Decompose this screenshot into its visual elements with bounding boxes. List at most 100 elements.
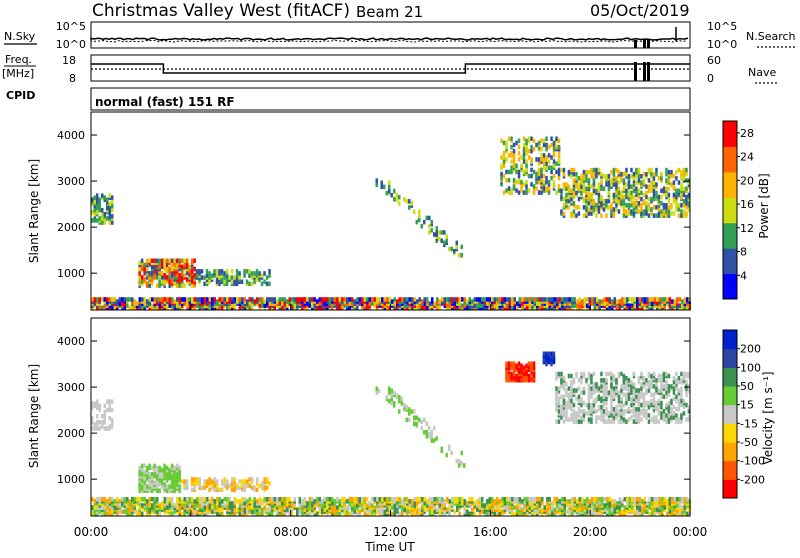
cell-p0-r6 — [371, 297, 374, 302]
cell-p1-r7 — [533, 509, 536, 514]
cell-p0-r6 — [608, 297, 611, 302]
cell-p0-r6 — [358, 297, 361, 302]
cell-p1-r6 — [675, 407, 678, 412]
cell-p1-r7 — [546, 501, 549, 506]
cell-p1-r2 — [238, 479, 241, 484]
cell-p0-r6 — [573, 297, 576, 302]
cell-p0-r1 — [183, 273, 186, 278]
cell-p1-r7 — [293, 497, 296, 502]
cell-p1-r6 — [632, 409, 636, 414]
cell-p0-r6 — [221, 305, 224, 310]
cell-p0-r5 — [562, 203, 566, 208]
cell-p1-r6 — [605, 396, 608, 402]
cell-p0-r6 — [181, 297, 184, 302]
cell-p0-r5 — [632, 207, 636, 212]
cell-p1-r7 — [666, 499, 669, 504]
cell-p1-r7 — [171, 497, 174, 502]
cell-p0-r2 — [263, 279, 266, 284]
cell-p0-r6 — [443, 297, 446, 302]
cell-p0-r5 — [675, 176, 678, 181]
cell-p1-r6 — [620, 388, 623, 393]
cell-p1-r1 — [178, 478, 181, 483]
cell-p1-r7 — [563, 497, 566, 502]
cell-p0-r5 — [567, 194, 571, 200]
cell-p0-r0 — [108, 210, 111, 215]
cell-p1-r6 — [572, 409, 576, 414]
cell-p1-r7 — [541, 507, 544, 512]
cell-p0-r6 — [383, 297, 386, 302]
cell-p0-r1 — [160, 262, 164, 268]
cell-p1-r6 — [640, 417, 643, 422]
nsearch-label: N.Search — [746, 30, 796, 43]
cell-p1-r7 — [203, 505, 206, 510]
cell-p0-r6 — [381, 297, 384, 302]
frequency-panel: Freq. [MHz] 18 8 60 0 Nave — [2, 53, 777, 85]
cell-p0-r6 — [458, 297, 461, 302]
cell-p0-r5 — [567, 169, 571, 175]
cell-p1-r7 — [673, 497, 676, 502]
cell-p0-r5 — [612, 172, 616, 177]
cell-p1-r7 — [223, 497, 226, 502]
cell-p1-r7 — [446, 507, 449, 512]
cell-p0-r5 — [600, 186, 603, 191]
cell-p0-r6 — [368, 297, 371, 302]
cpid-value: normal (fast) 151 RF — [95, 95, 235, 109]
cell-p1-r0 — [108, 424, 111, 429]
cell-p1-r7 — [491, 501, 494, 506]
cell-p1-r7 — [638, 511, 641, 516]
cell-p0-r6 — [293, 297, 296, 302]
cell-p0-r6 — [401, 297, 404, 302]
cell-p0-r6 — [501, 297, 504, 302]
cell-p1-r6 — [657, 419, 661, 424]
cell-p1-r6 — [672, 390, 676, 395]
cell-p0-r6 — [248, 297, 251, 302]
cell-p1-r7 — [686, 511, 689, 516]
cell-p0-r6 — [333, 297, 336, 302]
cell-p1-r7 — [106, 511, 109, 516]
cell-p0-r6 — [338, 297, 341, 302]
cell-p1-r6 — [650, 417, 653, 422]
cell-p0-r6 — [293, 303, 296, 308]
cell-p1-r7 — [273, 497, 276, 502]
cell-p1-r6 — [560, 371, 563, 377]
cell-p0-r5 — [635, 186, 638, 191]
cell-p0-r6 — [376, 297, 379, 302]
cell-p0-r4 — [545, 142, 548, 148]
cell-p0-r4 — [532, 169, 536, 175]
cell-p0-r0 — [101, 220, 104, 225]
cell-p1-r1 — [165, 465, 169, 471]
cell-p0-r6 — [141, 297, 144, 302]
cell-p1-r7 — [478, 497, 481, 502]
cell-p1-r6 — [635, 394, 638, 399]
cell-p0-r6 — [683, 297, 686, 302]
cell-p1-r7 — [153, 497, 156, 502]
xtick-label-6: 00:00 — [673, 525, 708, 539]
cell-p1-r7 — [353, 505, 356, 510]
cell-p1-r7 — [346, 505, 349, 510]
cell-p1-r7 — [651, 507, 654, 512]
cell-p0-r5 — [592, 188, 596, 193]
cell-p0-r4 — [510, 159, 513, 164]
cell-p1-r7 — [381, 511, 384, 516]
cell-p1-r6 — [652, 371, 656, 377]
cell-p0-r6 — [331, 305, 334, 310]
cell-p1-r6 — [610, 390, 613, 395]
cell-p1-r7 — [521, 507, 524, 512]
cell-p0-r4 — [547, 180, 551, 185]
cell-p0-r5 — [642, 192, 646, 198]
cell-p0-r6 — [213, 297, 216, 302]
cell-p0-r6 — [568, 297, 571, 302]
beam-label: Beam 21 — [356, 3, 423, 21]
cell-p0-r6 — [268, 297, 271, 302]
cell-p0-r1 — [150, 258, 154, 263]
cell-p1-r0 — [111, 407, 114, 413]
cell-p0-r6 — [116, 299, 119, 304]
cell-p1-r1 — [143, 486, 146, 491]
cell-p0-r5 — [635, 167, 638, 173]
cell-p1-r6 — [685, 392, 688, 397]
cell-p1-r7 — [571, 501, 574, 506]
cell-p1-r7 — [271, 501, 274, 506]
cell-p1-r6 — [680, 413, 683, 418]
cell-p1-r6 — [687, 371, 691, 377]
